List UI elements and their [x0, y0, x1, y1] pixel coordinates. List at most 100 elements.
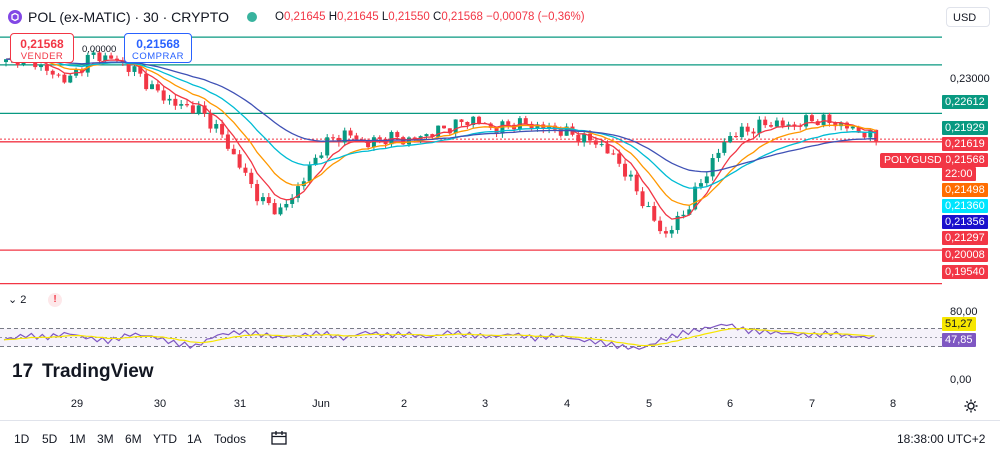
candle-body	[377, 137, 382, 139]
sell-button[interactable]: 0,21568 VENDER	[10, 33, 74, 63]
candle-body	[307, 165, 312, 182]
candle-body	[272, 203, 277, 215]
timeframe-5d[interactable]: 5D	[42, 432, 58, 446]
candle-body	[424, 134, 429, 137]
candle-body	[809, 115, 814, 122]
candle-body	[599, 144, 604, 146]
candle-body	[593, 140, 598, 145]
currency-select[interactable]: USD	[946, 7, 990, 27]
candle-body	[634, 174, 639, 192]
candle-body	[850, 126, 855, 129]
candle-body	[588, 133, 592, 141]
candle-body	[208, 113, 213, 129]
polygon-logo-icon	[8, 10, 22, 24]
candle-body	[833, 123, 838, 127]
candle-body	[698, 183, 703, 187]
timeframe-ytd[interactable]: YTD	[153, 432, 177, 446]
timeframe-bar: 1D 5D 1M 3M 6M YTD 1A Todos 18:38:00 UTC…	[0, 420, 1000, 457]
candle-body	[734, 135, 738, 138]
candle-body	[751, 131, 756, 134]
sell-label: VENDER	[20, 51, 64, 62]
candle-body	[284, 203, 289, 208]
candle-body	[366, 140, 371, 148]
candle-body	[412, 137, 417, 139]
buy-price: 0,21568	[136, 37, 180, 51]
candle-body	[301, 181, 306, 187]
candle-body	[319, 155, 324, 158]
candle-body	[523, 118, 528, 124]
candle-body	[395, 132, 400, 138]
candle-body	[669, 230, 674, 234]
candle-body	[617, 153, 622, 164]
candle-body	[856, 126, 861, 133]
candle-body	[196, 105, 201, 114]
candle-body	[132, 66, 137, 72]
candle-body	[442, 125, 446, 129]
candle-body	[681, 214, 686, 216]
candle-body	[4, 59, 8, 63]
timeframe-1a[interactable]: 1A	[187, 432, 202, 446]
warning-icon[interactable]: !	[48, 293, 62, 307]
calendar-range-icon[interactable]	[270, 430, 288, 451]
candle-body	[179, 104, 184, 106]
buy-button[interactable]: 0,21568 COMPRAR	[124, 33, 192, 63]
clock-readout[interactable]: 18:38:00 UTC+2	[897, 432, 986, 446]
candle-body	[202, 105, 207, 114]
x-axis-label: 8	[889, 398, 897, 410]
candle-body	[769, 125, 774, 127]
timeframe-1m[interactable]: 1M	[69, 432, 86, 446]
rsi-collapse-toggle[interactable]: ⌄ 2	[8, 294, 27, 306]
timeframe-3m[interactable]: 3M	[97, 432, 114, 446]
candle-body	[39, 64, 44, 68]
x-axis-label: 29	[70, 398, 84, 410]
candle-body	[821, 114, 826, 126]
price-badge: 0,21297	[942, 231, 988, 245]
candle-body	[792, 124, 797, 126]
rsi-value-badge: 51,27	[942, 317, 976, 331]
candle-body	[465, 121, 470, 126]
ohlc-readout: O0,21645 H0,21645 L0,21550 C0,21568 −0,0…	[275, 11, 585, 23]
candle-body	[185, 104, 190, 106]
price-badge: 0,22612	[942, 95, 988, 109]
price-badge: 0,21360	[942, 199, 988, 213]
moving-average-line	[5, 56, 877, 220]
candle-body	[68, 75, 73, 83]
candle-body	[535, 124, 540, 129]
candle-body	[471, 116, 476, 126]
candle-body	[780, 120, 785, 126]
timeframe-6m[interactable]: 6M	[125, 432, 142, 446]
candle-body	[150, 84, 154, 90]
candle-body	[278, 207, 283, 215]
high-value: 0,21645	[337, 11, 379, 23]
candle-body	[126, 62, 131, 72]
rsi-axis-label: 80,00	[950, 306, 978, 318]
moving-average-line	[5, 58, 877, 173]
price-chart[interactable]	[0, 0, 1000, 420]
candle-body	[739, 126, 744, 138]
candle-body	[138, 66, 143, 74]
candle-body	[611, 153, 616, 155]
candle-body	[249, 172, 254, 185]
candle-body	[418, 136, 423, 139]
price-badge: 0,21619	[942, 137, 988, 151]
candle-body	[827, 114, 832, 124]
gear-icon[interactable]	[963, 398, 979, 419]
buy-label: COMPRAR	[131, 51, 185, 62]
candle-body	[646, 206, 651, 208]
timeframe-1d[interactable]: 1D	[14, 432, 30, 446]
candle-body	[97, 52, 102, 62]
candle-body	[430, 134, 435, 137]
candle-body	[477, 116, 482, 124]
open-value: 0,21645	[283, 11, 326, 23]
price-badge: 0,21929	[942, 121, 988, 135]
symbol-title[interactable]: POL (ex-MATIC) · 30 · CRYPTO	[28, 9, 229, 25]
sell-price: 0,21568	[20, 37, 64, 51]
tradingview-text: TradingView	[42, 361, 154, 382]
tradingview-logo[interactable]: 17 TradingView	[12, 361, 154, 383]
candle-body	[488, 123, 493, 128]
candle-body	[494, 127, 499, 134]
x-axis-label: 3	[481, 398, 489, 410]
timeframe-todos[interactable]: Todos	[214, 432, 247, 446]
candle-body	[716, 152, 721, 159]
candle-body	[243, 167, 248, 173]
